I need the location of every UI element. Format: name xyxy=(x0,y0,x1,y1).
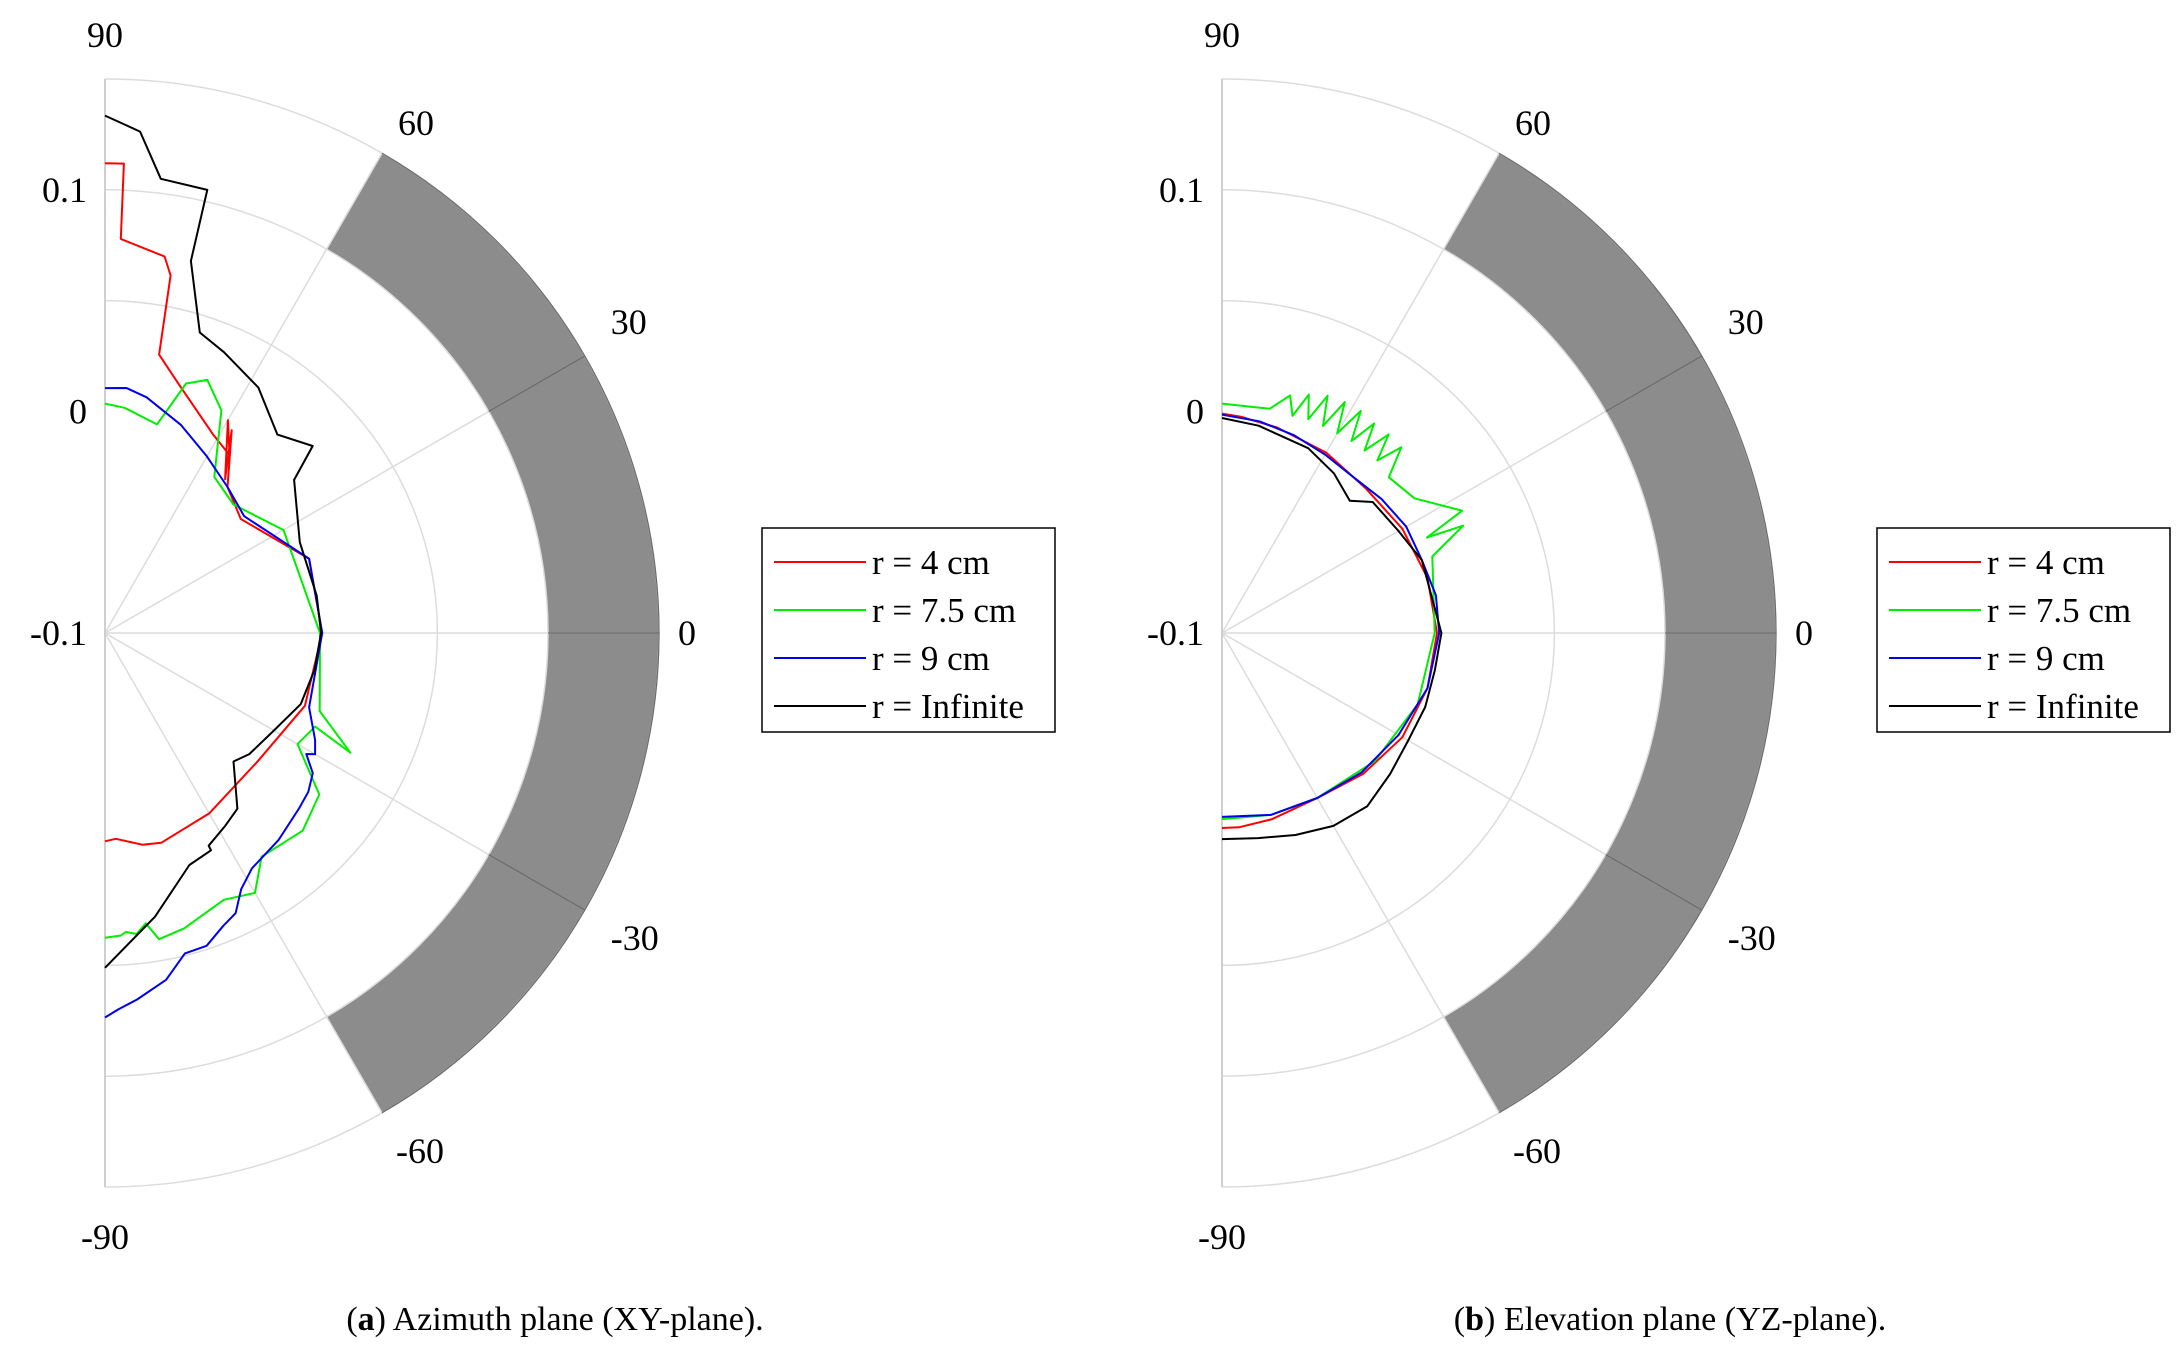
grid-spoke xyxy=(1221,152,1500,634)
series-line-2 xyxy=(1221,393,1465,821)
polar-chart-2: 90 60 30 0 -30 -60 -90 0.1 0 -0.1 r = 4 cm r = 7.5 … xyxy=(1147,15,2171,1338)
band-spoke xyxy=(488,355,586,413)
caption-letter: a xyxy=(358,1301,375,1338)
theta-tick-label: 30 xyxy=(611,302,647,342)
series-line-2 xyxy=(104,378,352,941)
r-tick-label: 0 xyxy=(69,391,87,431)
caption-letter: b xyxy=(1465,1301,1484,1338)
legend: r = 4 cm r = 7.5 cm r = 9 cm r = Infinite xyxy=(1876,527,2171,733)
legend-entry: r = 9 cm xyxy=(1987,639,2105,678)
band-outline xyxy=(381,152,660,1114)
theta-tick-label: 90 xyxy=(1204,15,1240,55)
shaded-band xyxy=(326,153,659,1113)
legend-entry: r = 7.5 cm xyxy=(1987,591,2131,630)
theta-tick-label: 90 xyxy=(87,15,123,55)
theta-tick-label: 30 xyxy=(1728,302,1764,342)
r-tick-label: 0.1 xyxy=(42,170,87,210)
polar-chart-1: 90 60 30 0 -30 -60 -90 0.1 0 -0.1 r = 4 cm r = 7.5 … xyxy=(30,15,1056,1338)
grid-spoke xyxy=(1221,632,1500,1114)
theta-tick-label: 0 xyxy=(1795,613,1813,653)
series-line-4 xyxy=(1221,417,1443,841)
shaded-band xyxy=(1443,153,1776,1113)
grid-spoke xyxy=(104,152,383,634)
theta-tick-label: -60 xyxy=(1513,1131,1561,1171)
legend-entry: r = 7.5 cm xyxy=(872,591,1016,630)
theta-tick-label: -60 xyxy=(396,1131,444,1171)
theta-tick-label: -30 xyxy=(611,918,659,958)
band-spoke xyxy=(488,853,586,911)
legend-entry: r = Infinite xyxy=(872,687,1024,726)
series-line-1 xyxy=(1221,412,1438,829)
legend-entry: r = Infinite xyxy=(1987,687,2139,726)
theta-tick-label: 60 xyxy=(1515,103,1551,143)
figure-caption: (a) Azimuth plane (XY-plane). xyxy=(346,1301,763,1338)
series-line-1 xyxy=(104,162,324,846)
theta-tick-label: 0 xyxy=(678,613,696,653)
r-tick-label: -0.1 xyxy=(30,613,87,653)
theta-tick-label: -30 xyxy=(1728,918,1776,958)
series-line-4 xyxy=(104,114,323,969)
theta-tick-label: 60 xyxy=(398,103,434,143)
legend-entry: r = 9 cm xyxy=(872,639,990,678)
band-spoke xyxy=(1605,853,1703,911)
r-tick-label: 0.1 xyxy=(1159,170,1204,210)
legend-entry: r = 4 cm xyxy=(1987,543,2105,582)
series-line-3 xyxy=(1221,413,1441,818)
theta-tick-label: -90 xyxy=(1198,1217,1246,1257)
caption-text: Azimuth plane (XY-plane). xyxy=(386,1301,764,1338)
series-line-3 xyxy=(104,387,324,1019)
band-outline xyxy=(1498,152,1777,1114)
caption-text: Elevation plane (YZ-plane). xyxy=(1495,1301,1886,1338)
grid-spoke xyxy=(104,632,383,1114)
figure-caption: (b) Elevation plane (YZ-plane). xyxy=(1454,1301,1886,1338)
legend: r = 4 cm r = 7.5 cm r = 9 cm r = Infinite xyxy=(761,527,1056,733)
legend-entry: r = 4 cm xyxy=(872,543,990,582)
band-spoke xyxy=(1605,355,1703,413)
r-tick-label: 0 xyxy=(1186,391,1204,431)
r-tick-label: -0.1 xyxy=(1147,613,1204,653)
theta-tick-label: -90 xyxy=(81,1217,129,1257)
